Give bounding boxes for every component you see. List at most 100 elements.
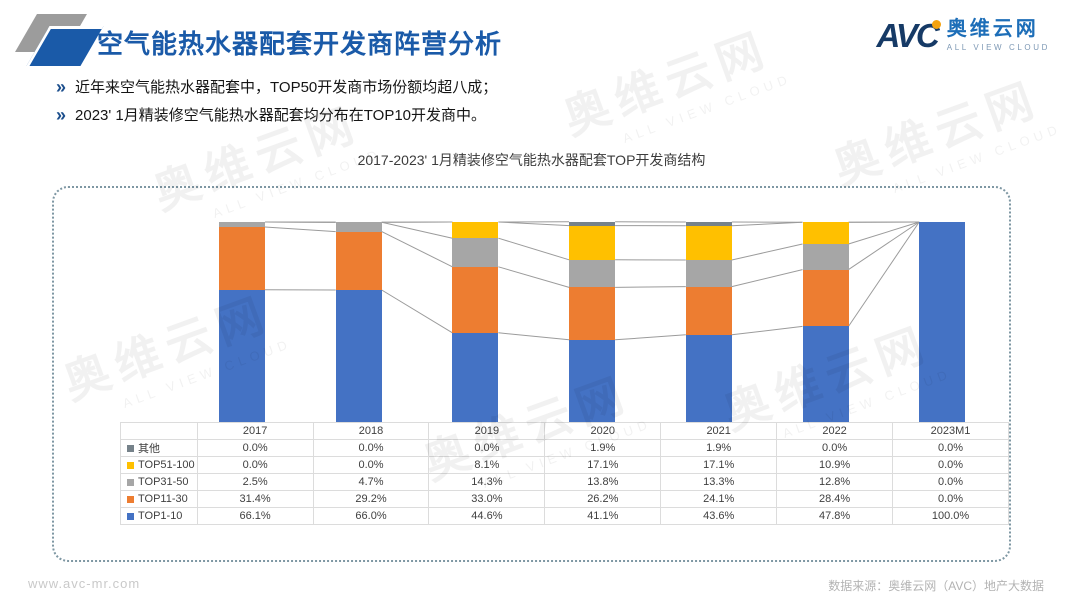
table-value-cell: 31.4%: [196, 490, 314, 508]
table-value-cell: 44.6%: [428, 507, 546, 525]
bar-segment-TOP31-50: [335, 222, 382, 232]
bullet-text: 2023' 1月精装修空气能热水器配套均分布在TOP10开发商中。: [75, 107, 487, 124]
series-line: [498, 332, 570, 341]
table-header-row: 2017 2018 2019 2020 2021 2022 2023M1: [120, 422, 1009, 440]
series-line: [615, 334, 686, 341]
table-value-cell: 41.1%: [544, 507, 662, 525]
table-value-cell: 100.0%: [892, 507, 1009, 525]
double-arrow-icon: »: [56, 105, 67, 125]
table-value-cell: 0.0%: [312, 439, 430, 457]
legend-cell: TOP31-50: [120, 473, 198, 491]
bar-segment-其他: [685, 222, 732, 226]
table-value-cell: 66.1%: [196, 507, 314, 525]
data-table: 2017 2018 2019 2020 2021 2022 2023M1 其他 0.0% 0.0%…: [120, 422, 1009, 525]
table-value-cell: 8.1%: [428, 456, 546, 474]
table-row: TOP11-30 31.4% 29.2% 33.0% 26.2% 24.1% 28.4% 0.…: [120, 490, 1009, 508]
table-value-cell: 28.4%: [776, 490, 894, 508]
table-row: TOP31-50 2.5% 4.7% 14.3% 13.8% 13.3% 12.8% 0.0%: [120, 473, 1009, 491]
table-value-cell: 0.0%: [196, 456, 314, 474]
bar-segment-TOP11-30: [802, 269, 849, 327]
double-arrow-icon: »: [56, 77, 67, 97]
table-value-cell: 0.0%: [196, 439, 314, 457]
table-value-cell: 0.0%: [312, 456, 430, 474]
page-title: 空气能热水器配套开发商阵营分析: [97, 29, 503, 59]
table-corner-cell: [120, 422, 198, 440]
table-value-cell: 17.1%: [660, 456, 778, 474]
list-item: » 近年来空气能热水器配套中，TOP50开发商市场份额均超八成；: [56, 78, 497, 97]
table-row: TOP1-10 66.1% 66.0% 44.6% 41.1% 43.6% 47.8% 100…: [120, 507, 1009, 525]
table-value-cell: 43.6%: [660, 507, 778, 525]
legend-cell: TOP11-30: [120, 490, 198, 508]
table-value-cell: 0.0%: [428, 439, 546, 457]
bar-segment-TOP51-100: [802, 222, 849, 244]
table-value-cell: 47.8%: [776, 507, 894, 525]
table-value-cell: 26.2%: [544, 490, 662, 508]
legend-label: TOP11-30: [138, 493, 188, 505]
table-value-cell: 10.9%: [776, 456, 894, 474]
chart-title: 2017-2023' 1月精装修空气能热水器配套TOP开发商结构: [357, 152, 706, 168]
table-year-header: 2019: [428, 422, 546, 440]
table-value-cell: 2.5%: [196, 473, 314, 491]
series-line: [381, 231, 453, 268]
bar-segment-TOP11-30: [335, 231, 382, 290]
bar-segment-TOP31-50: [802, 244, 849, 270]
bar-segment-TOP11-30: [569, 287, 616, 340]
avc-logo-en: ALL VIEW CLOUD: [946, 43, 1050, 52]
data-source-note: 数据来源：奥维云网（AVC）地产大数据: [828, 579, 1044, 593]
table-value-cell: 13.3%: [660, 473, 778, 491]
legend-swatch-icon: [127, 512, 134, 520]
bar-segment-TOP1-10: [685, 334, 732, 422]
legend-label: 其他: [138, 443, 160, 455]
table-year-header: 2023M1: [892, 422, 1009, 440]
series-connector-lines: [264, 221, 920, 341]
legend-cell: TOP51-100: [120, 456, 198, 474]
avc-logo-cn: 奥维云网: [946, 18, 1039, 40]
bar-segment-TOP11-30: [452, 266, 499, 333]
table-value-cell: 14.3%: [428, 473, 546, 491]
series-line: [498, 237, 570, 261]
legend-swatch-icon: [127, 444, 134, 452]
stacked-bars: [54, 188, 1013, 564]
series-line: [731, 269, 803, 288]
bar-segment-TOP1-10: [452, 332, 499, 422]
avc-logo-text-block: 奥维云网 ALL VIEW CLOUD: [947, 18, 1050, 52]
table-year-header: 2021: [660, 422, 778, 440]
table-year-header: 2020: [544, 422, 662, 440]
bullet-text: 近年来空气能热水器配套中，TOP50开发商市场份额均超八成；: [75, 79, 498, 96]
legend-label: TOP51-100: [138, 459, 195, 471]
bar-segment-TOP31-50: [219, 222, 265, 227]
table-row: 其他 0.0% 0.0% 0.0% 1.9% 1.9% 0.0% 0.0%: [120, 439, 1009, 457]
bar-segment-TOP31-50: [685, 260, 732, 287]
series-line: [264, 226, 336, 233]
chart-card: 2017 2018 2019 2020 2021 2022 2023M1 其他 0.0% 0.0%…: [52, 186, 1011, 562]
series-line: [848, 221, 920, 245]
bar-segment-TOP1-10: [919, 222, 966, 422]
table-value-cell: 13.8%: [544, 473, 662, 491]
legend-swatch-icon: [127, 495, 134, 503]
series-line: [731, 325, 803, 336]
series-line: [381, 289, 453, 334]
series-line: [498, 266, 570, 288]
table-value-cell: 0.0%: [776, 439, 894, 457]
legend-swatch-icon: [127, 461, 134, 469]
table-year-header: 2022: [776, 422, 894, 440]
series-line: [731, 221, 803, 227]
bar-segment-TOP51-100: [685, 225, 732, 260]
legend-label: TOP1-10: [138, 510, 183, 522]
legend-cell: TOP1-10: [120, 507, 198, 525]
title-logo-mark: [14, 12, 104, 68]
table-value-cell: 0.0%: [892, 490, 1009, 508]
series-line: [731, 243, 803, 261]
avc-logo-wordmark: AVC: [877, 19, 941, 52]
table-value-cell: 24.1%: [660, 490, 778, 508]
bar-segment-TOP51-100: [452, 222, 499, 239]
avc-logo: AVC 奥维云网 ALL VIEW CLOUD: [877, 18, 1050, 52]
table-value-cell: 4.7%: [312, 473, 430, 491]
table-value-cell: 0.0%: [892, 473, 1009, 491]
table-row: TOP51-100 0.0% 0.0% 8.1% 17.1% 17.1% 10.9% 0.0%: [120, 456, 1009, 474]
bar-segment-TOP11-30: [219, 227, 265, 290]
table-value-cell: 0.0%: [892, 456, 1009, 474]
bar-segment-TOP31-50: [452, 238, 499, 267]
